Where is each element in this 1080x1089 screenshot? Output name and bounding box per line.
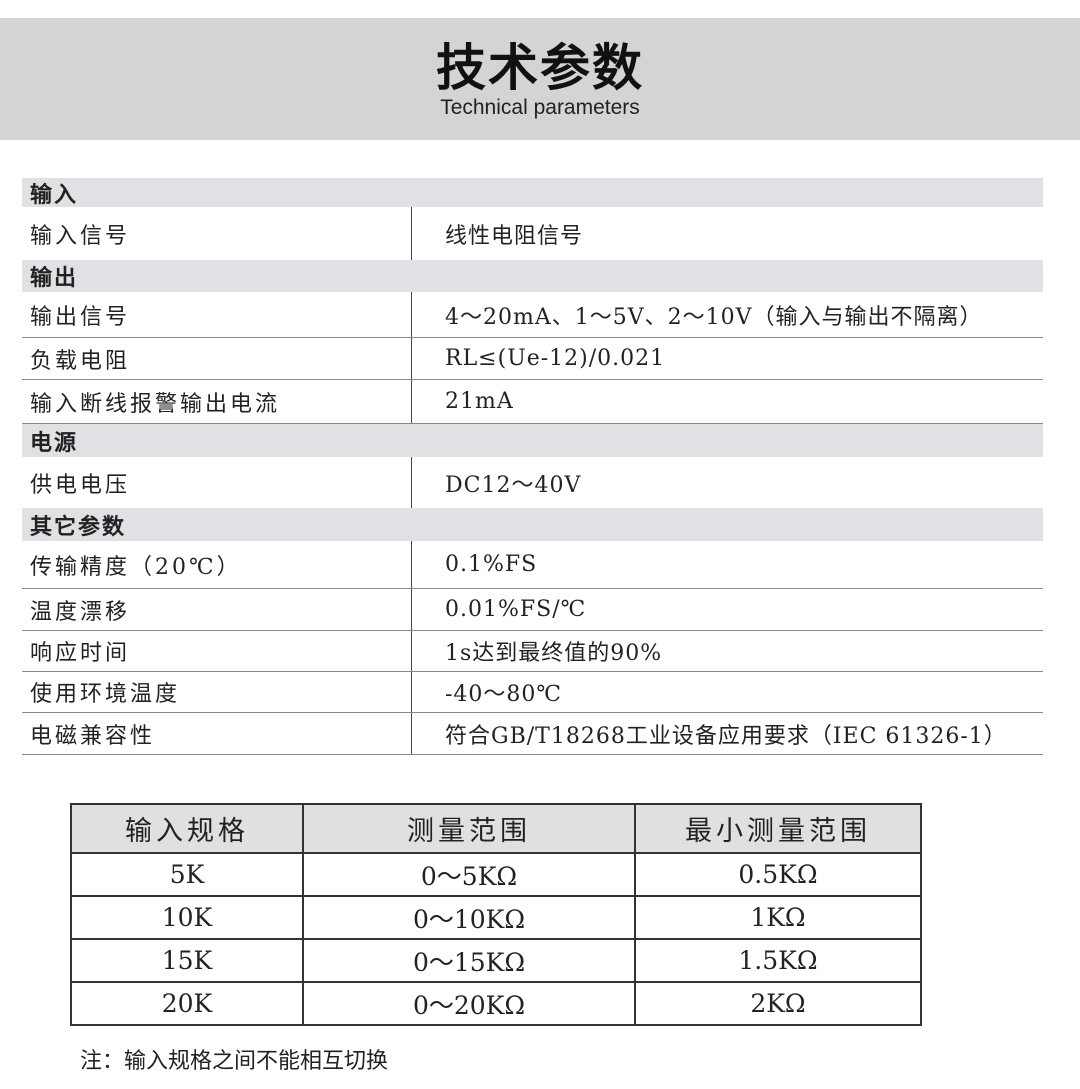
spec-value: 21mA: [445, 389, 514, 414]
table-cell: 0～10KΩ: [302, 895, 636, 940]
note: 注：输入规格之间不能相互切换: [80, 1049, 389, 1074]
spec-label: 电磁兼容性: [30, 723, 156, 749]
spec-row: 使用环境温度 -40～80℃: [22, 672, 1043, 713]
spec-value: -40～80℃: [445, 682, 563, 707]
column-header: 最小测量范围: [634, 803, 922, 854]
spec-row: 供电电压 DC12～40V: [22, 457, 1043, 508]
table-cell: 20K: [70, 981, 304, 1026]
spec-label: 输入信号: [30, 223, 131, 249]
section-header: 输出: [22, 260, 1043, 292]
table-cell: 1KΩ: [634, 895, 922, 940]
page-header: 技术参数 Technical parameters: [0, 18, 1080, 140]
spec-label: 输出信号: [30, 304, 131, 330]
spec-label: 使用环境温度: [30, 682, 181, 707]
spec-row: 响应时间 1s达到最终值的90%: [22, 631, 1043, 672]
spec-label: 传输精度（20℃）: [30, 554, 242, 580]
range-table: 输入规格 测量范围 最小测量范围 5K 0～5KΩ 0.5KΩ 10K 0～10KΩ 1KΩ 1…: [70, 803, 922, 1026]
table-cell: 0.5KΩ: [634, 852, 922, 897]
spec-row: 输入信号 线性电阻信号: [22, 207, 1043, 260]
spec-row: 温度漂移 0.01%FS/℃: [22, 589, 1043, 631]
spec-value: 0.1%FS: [445, 552, 538, 577]
spec-label: 温度漂移: [30, 599, 131, 625]
section-header: 电源: [22, 424, 1043, 457]
column-header: 测量范围: [302, 803, 636, 854]
spec-row: 电磁兼容性 符合GB/T18268工业设备应用要求（IEC 61326-1）: [22, 713, 1043, 755]
spec-label: 响应时间: [30, 641, 131, 666]
spec-label: 输出: [30, 266, 79, 291]
table-cell: 0～20KΩ: [302, 981, 636, 1026]
spec-row: 传输精度（20℃） 0.1%FS: [22, 541, 1043, 589]
table-cell: 15K: [70, 938, 304, 983]
spec-label: 输入断线报警输出电流: [30, 391, 281, 417]
section-header: 输入: [22, 178, 1043, 208]
table-cell: 10K: [70, 895, 304, 940]
spec-row: 输入断线报警输出电流 21mA: [22, 380, 1043, 424]
spec-value: 符合GB/T18268工业设备应用要求（IEC 61326-1）: [445, 723, 1007, 749]
spec-value: 线性电阻信号: [445, 223, 584, 249]
table-row: 15K 0～15KΩ 1.5KΩ: [70, 938, 922, 983]
column-header: 输入规格: [70, 803, 304, 854]
table-cell: 5K: [70, 852, 304, 897]
table-row: 10K 0～10KΩ 1KΩ: [70, 895, 922, 940]
spec-label: 其它参数: [30, 514, 127, 540]
spec-value: DC12～40V: [445, 472, 582, 498]
table-row: 5K 0～5KΩ 0.5KΩ: [70, 852, 922, 897]
table-cell: 1.5KΩ: [634, 938, 922, 983]
spec-value: 1s达到最终值的90%: [445, 641, 663, 666]
spec-value: RL≤(Ue-12)/0.021: [445, 346, 666, 371]
column-divider: [411, 178, 412, 755]
spec-label: 负载电阻: [30, 348, 131, 374]
table-row: 20K 0～20KΩ 2KΩ: [70, 981, 922, 1026]
table-cell: 0～15KΩ: [302, 938, 636, 983]
spec-label: 电源: [30, 430, 79, 456]
page-subtitle: Technical parameters: [440, 96, 640, 119]
spec-row: 输出信号 4～20mA、1～5V、2～10V（输入与输出不隔离）: [22, 292, 1043, 338]
section-header: 其它参数: [22, 508, 1043, 541]
spec-table: 输入输入信号 线性电阻信号输出输出信号 4～20mA、1～5V、2～10V（输入与输…: [22, 178, 1043, 755]
spec-label: 供电电压: [30, 472, 131, 498]
table-cell: 0～5KΩ: [302, 852, 636, 897]
spec-row: 负载电阻 RL≤(Ue-12)/0.021: [22, 338, 1043, 380]
table-cell: 2KΩ: [634, 981, 922, 1026]
spec-value: 4～20mA、1～5V、2～10V（输入与输出不隔离）: [445, 304, 983, 330]
spec-value: 0.01%FS/℃: [445, 597, 587, 622]
spec-label: 输入: [30, 182, 79, 208]
page-title: 技术参数: [436, 39, 644, 97]
